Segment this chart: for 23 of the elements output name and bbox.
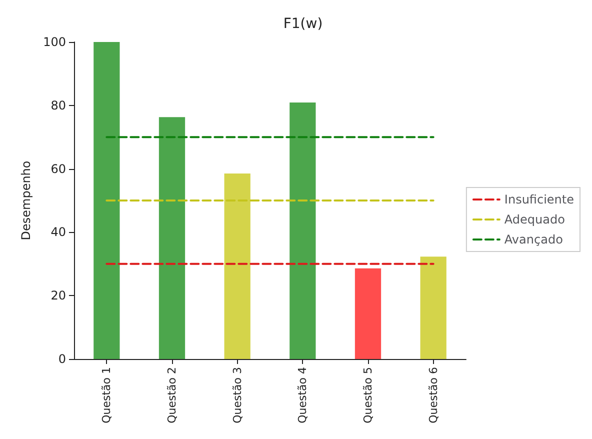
x-tick-label: Questão 6 xyxy=(426,367,440,424)
legend-label: Insuficiente xyxy=(504,192,574,206)
legend-label: Adequado xyxy=(504,212,565,226)
x-tick-label: Questão 2 xyxy=(166,367,178,424)
legend-label: Avançado xyxy=(504,232,563,246)
bar xyxy=(158,117,186,359)
y-tick-label: 60 xyxy=(50,162,66,176)
bar xyxy=(224,174,250,359)
x-tick-label: Questão 5 xyxy=(362,367,374,424)
x-tick-label: Questão 1 xyxy=(100,367,114,424)
y-tick-label: 40 xyxy=(50,225,66,240)
bar xyxy=(420,256,446,359)
y-tick-label: 20 xyxy=(50,288,66,303)
x-tick-label: Questão 4 xyxy=(296,367,310,424)
bar xyxy=(290,102,316,359)
bar xyxy=(94,42,120,359)
y-axis-title: Desempenho xyxy=(19,160,33,240)
x-tick-label: Questão 3 xyxy=(230,367,244,424)
chart-title: F1(w) xyxy=(283,16,323,32)
y-tick-label: 0 xyxy=(58,352,66,366)
bar xyxy=(354,268,382,359)
y-tick-label: 100 xyxy=(43,35,66,49)
y-tick-label: 80 xyxy=(50,98,66,112)
